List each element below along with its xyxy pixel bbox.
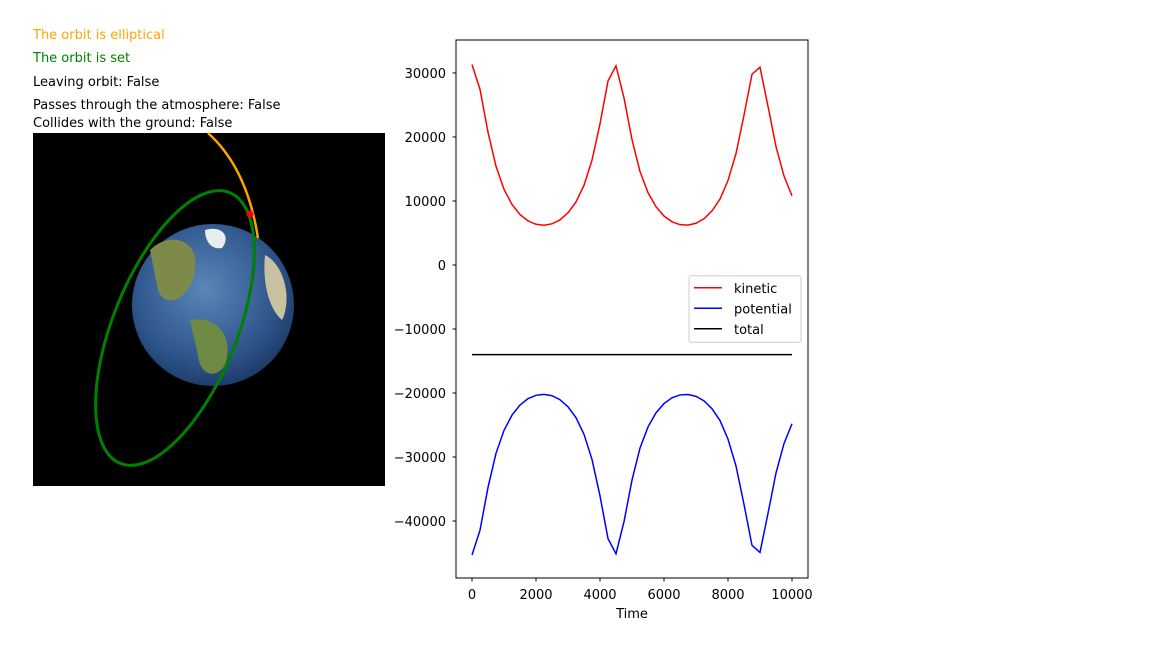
y-tick-label: 0 <box>438 259 446 274</box>
ice <box>205 228 226 249</box>
x-axis-label: Time <box>615 607 648 622</box>
status-text: The orbit is set <box>32 51 130 66</box>
y-tick-label: 20000 <box>405 131 446 146</box>
x-tick-label: 6000 <box>647 588 680 603</box>
status-text: The orbit is elliptical <box>32 28 165 43</box>
legend-label: potential <box>734 302 792 317</box>
status-text: Collides with the ground: False <box>33 116 232 131</box>
status-text: Passes through the atmosphere: False <box>33 98 281 113</box>
y-tick-label: 30000 <box>405 67 446 82</box>
x-tick-label: 8000 <box>711 588 744 603</box>
legend-label: kinetic <box>734 282 777 297</box>
x-tick-label: 2000 <box>519 588 552 603</box>
line <box>471 393 793 556</box>
x-tick-label: 4000 <box>583 588 616 603</box>
status-panel: The orbit is elliptical The orbit is set L… <box>32 28 281 131</box>
x-tick-label: 10000 <box>771 588 812 603</box>
continent <box>264 255 287 320</box>
chart: Time 0 2000 4000 6000 8000 10000 −40000 −30000 −… <box>394 39 813 622</box>
y-tick-label: −10000 <box>394 323 446 338</box>
orbit <box>94 189 256 467</box>
y-tick-label: −30000 <box>394 451 446 466</box>
y-tick-label: −40000 <box>394 515 446 530</box>
y-tick-label: 10000 <box>405 195 446 210</box>
y-tick-label: −20000 <box>394 387 446 402</box>
trajectory <box>207 132 260 239</box>
continent <box>150 239 196 301</box>
orbit-view <box>33 132 385 486</box>
continent <box>190 319 228 374</box>
line <box>471 63 793 227</box>
x-tick-label: 0 <box>468 588 476 603</box>
legend-label: total <box>734 323 764 338</box>
status-text: Leaving orbit: False <box>33 75 159 90</box>
legend-box <box>688 275 802 343</box>
satellite <box>246 210 254 218</box>
legend: kinetic potential total <box>688 275 802 343</box>
